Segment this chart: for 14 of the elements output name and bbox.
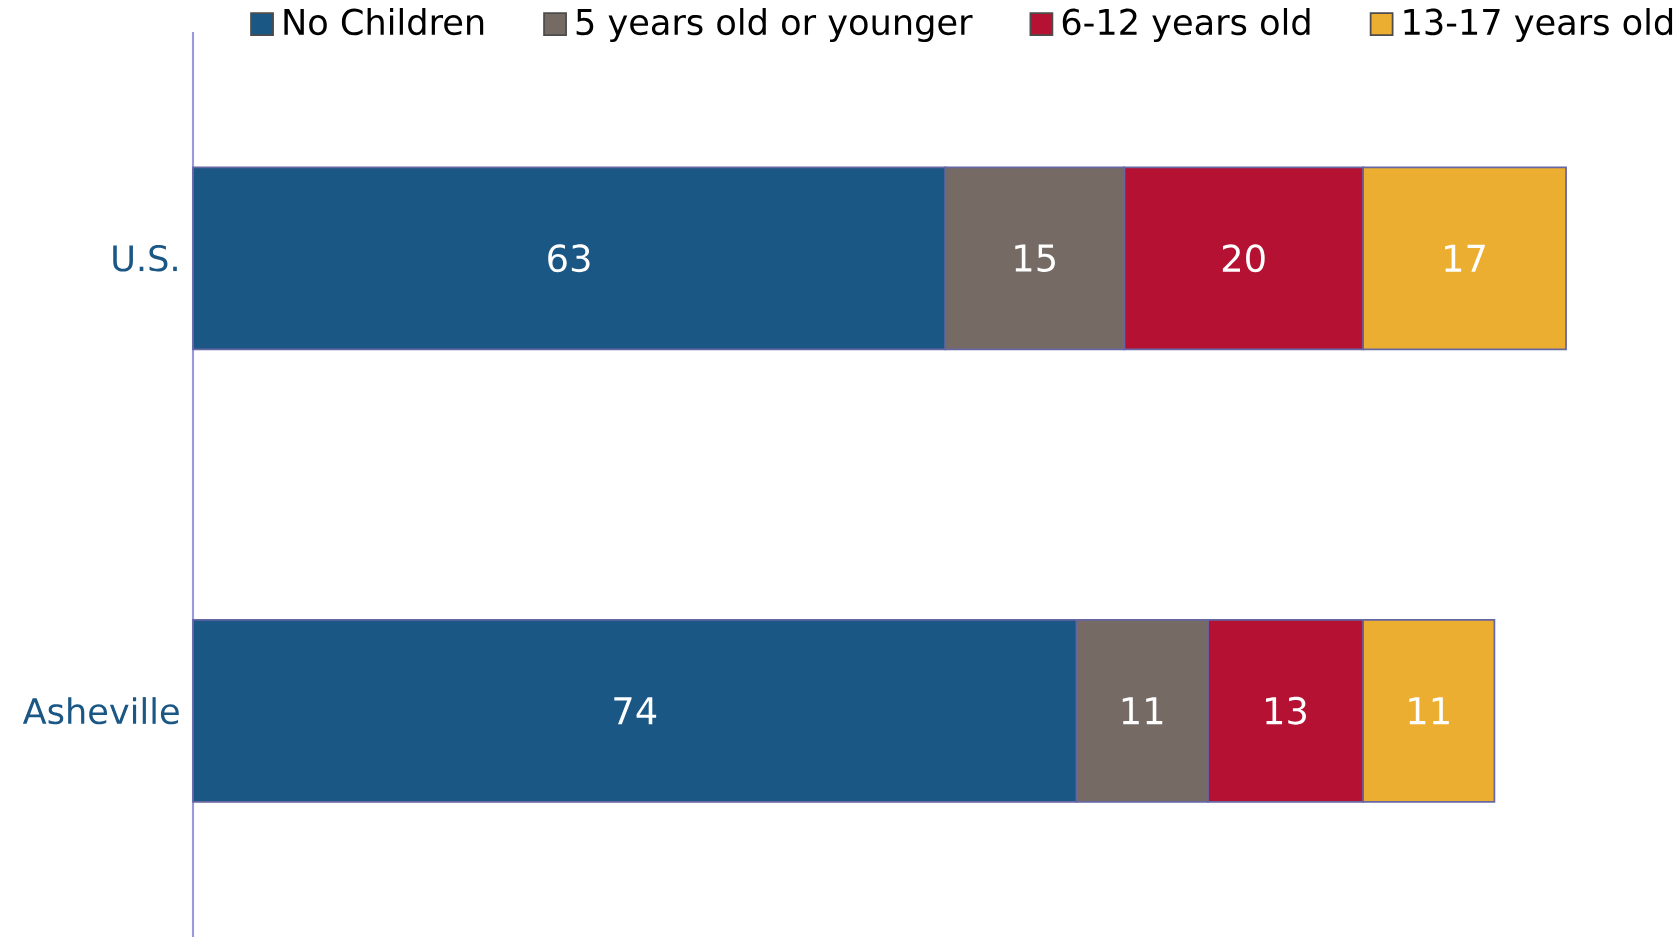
- legend-label: 13-17 years old: [1404, 8, 1673, 43]
- data-label: 15: [1015, 244, 1055, 272]
- legend-label: 5 years old or younger: [576, 8, 973, 43]
- data-label: 13: [1266, 696, 1306, 725]
- data-label: 74: [614, 697, 657, 725]
- legend-label: 6-12 years old: [1062, 8, 1310, 43]
- data-label: 17: [1445, 244, 1485, 272]
- data-label: 11: [1409, 697, 1449, 725]
- legend-label: No Children: [284, 8, 484, 36]
- y-tick-label: Asheville: [22, 697, 179, 725]
- data-label: 20: [1222, 244, 1265, 273]
- data-label: 11: [1122, 697, 1163, 725]
- data-label: 63: [548, 244, 590, 273]
- y-tick-label: U.S.: [113, 244, 177, 272]
